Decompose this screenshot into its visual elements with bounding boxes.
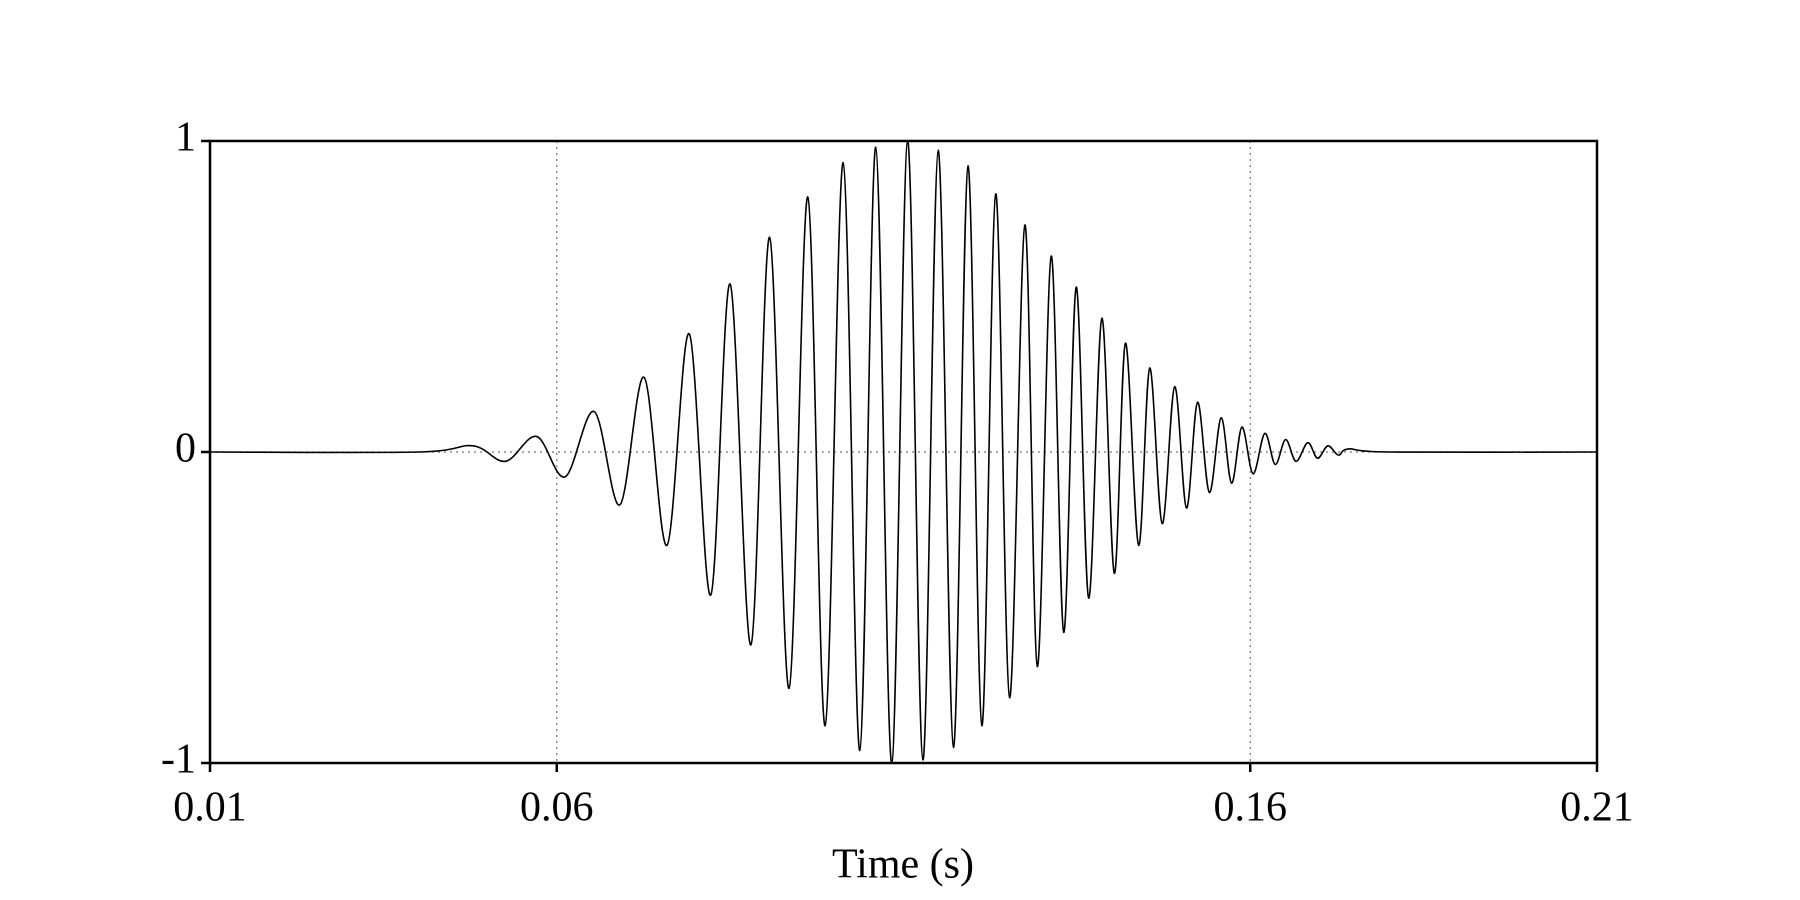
plot-frame	[208, 139, 1599, 765]
x-axis-label: Time (s)	[832, 842, 974, 888]
y-tick-label: -1	[161, 737, 196, 783]
waveform-line	[209, 140, 1598, 764]
y-tick-label: 1	[175, 115, 196, 161]
y-tick-label: 0	[175, 426, 196, 472]
x-tick-label: 0.16	[1214, 785, 1288, 831]
x-tick-label: 0.06	[520, 785, 594, 831]
x-tick-label: 0.21	[1560, 785, 1634, 831]
x-tick-label: 0.01	[173, 785, 247, 831]
